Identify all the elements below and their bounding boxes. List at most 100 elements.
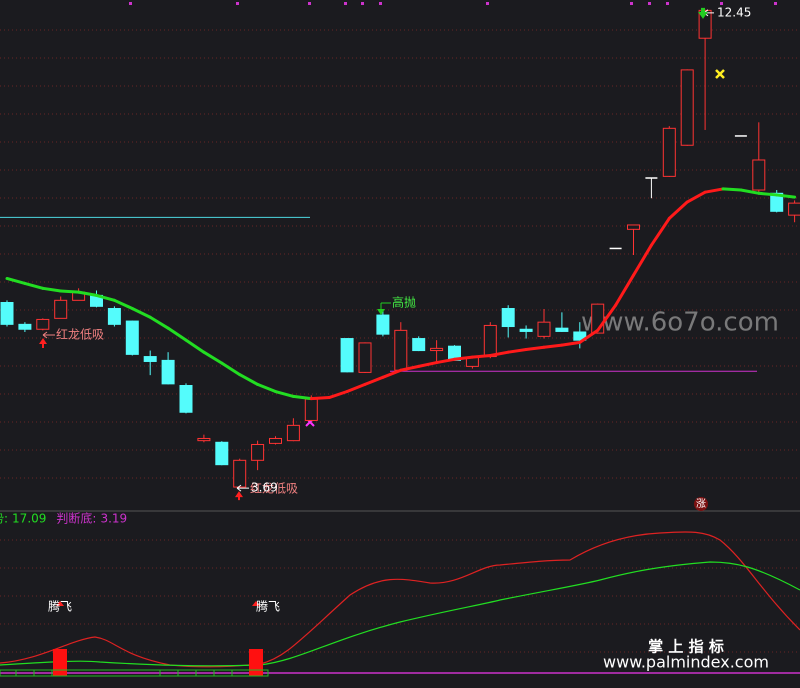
candle-body [286, 424, 300, 442]
ma-segment [130, 307, 152, 319]
candle-body [161, 359, 175, 385]
signal-bar [53, 649, 67, 676]
ma-segment [417, 361, 439, 368]
candle-body [125, 320, 139, 355]
indicator-red-line [0, 531, 800, 668]
bottom-boxes [0, 669, 269, 677]
ma-segment [488, 350, 510, 357]
candle-body [376, 314, 390, 335]
candle-body [251, 443, 265, 461]
signal-label: 腾飞 [48, 599, 72, 614]
legend-name: 判断底: [56, 511, 96, 526]
candle-body [143, 356, 157, 362]
rise-badge [694, 497, 708, 511]
candle-body [555, 327, 569, 332]
candle-body [680, 69, 694, 146]
candle-body [358, 342, 372, 373]
ma-segment [202, 350, 224, 365]
ma-segment [59, 289, 81, 294]
ma-segment [470, 353, 492, 359]
candle-body [627, 224, 640, 230]
candle-body [179, 385, 193, 413]
sell-label: 高抛 [392, 295, 416, 310]
ma-segment [649, 216, 671, 247]
ma-segment [632, 243, 653, 277]
ma-segment [5, 276, 27, 285]
ma-segment [363, 375, 385, 386]
ma-segment [184, 338, 206, 354]
ma-segment [560, 340, 582, 347]
candle-body [36, 318, 50, 330]
watermark: www.6o7o.com [581, 308, 779, 338]
ma-segment [703, 187, 725, 194]
candle-body [662, 127, 676, 177]
label-arrow [236, 484, 249, 492]
candle-body [483, 324, 497, 358]
ma-segment [256, 382, 277, 394]
ma-segment [524, 345, 546, 351]
top-dots [129, 2, 777, 5]
candle-body [412, 338, 426, 352]
candle-body [304, 398, 318, 421]
ma-segment [77, 290, 98, 297]
ma-segment [721, 187, 743, 192]
ma-segment [542, 343, 564, 349]
candle-body [269, 437, 282, 444]
ma-segment [291, 394, 313, 401]
ma-segment [148, 315, 170, 330]
ma-segment [309, 396, 331, 401]
ma-segment [775, 193, 797, 199]
candle-body [752, 159, 766, 191]
indicator-green-line [0, 561, 800, 667]
down-arrow [698, 7, 708, 19]
candle-body [537, 321, 551, 337]
candle-body [18, 323, 32, 330]
candle-body [107, 308, 121, 325]
ma-segment [95, 293, 116, 302]
ma-segment [614, 273, 635, 307]
signal-label: 腾飞 [256, 599, 280, 614]
ma-segment [578, 328, 600, 344]
ma-segment [667, 200, 689, 220]
ma-segment [112, 298, 134, 311]
candle-body [394, 329, 408, 371]
ma-segment [453, 355, 474, 361]
ma-segment [345, 382, 367, 394]
candle-body [0, 302, 14, 325]
ma-segment [238, 373, 260, 386]
candle-body [770, 192, 784, 212]
ma-segment [757, 191, 779, 197]
ma-segment [399, 364, 421, 372]
candle-body [788, 202, 800, 216]
grid [0, 29, 800, 653]
ma-segment [220, 361, 242, 377]
ma-segment [596, 303, 618, 332]
buy-label: 红龙低吸 [56, 327, 104, 342]
label-arrow [42, 331, 55, 339]
down-arrow [377, 309, 385, 315]
buy-label: 红龙低吸 [250, 481, 298, 496]
legend-value: 17.09 [12, 512, 46, 526]
candle-body [340, 338, 354, 373]
ma-segment [41, 286, 63, 293]
ma-segment [166, 326, 188, 342]
candle-body [197, 437, 211, 442]
candle-body [54, 299, 68, 319]
signal-bar [249, 649, 263, 676]
candle-body [573, 331, 587, 341]
cross-marker [715, 69, 725, 79]
candle-body [215, 441, 229, 466]
high-label: 12.45 [717, 5, 751, 19]
candle-body [519, 328, 533, 332]
brand-url: www.palmindex.com [603, 653, 769, 672]
candle-body [501, 308, 515, 328]
legend-value: 3.19 [100, 512, 127, 526]
ma-segment [739, 188, 761, 195]
low-label: 3.69 [251, 481, 278, 495]
ma-segment [435, 357, 456, 365]
ma-segment [327, 390, 349, 400]
rise-label: 涨 [696, 498, 706, 510]
candle-body [233, 459, 247, 488]
ma-segment [274, 390, 295, 398]
